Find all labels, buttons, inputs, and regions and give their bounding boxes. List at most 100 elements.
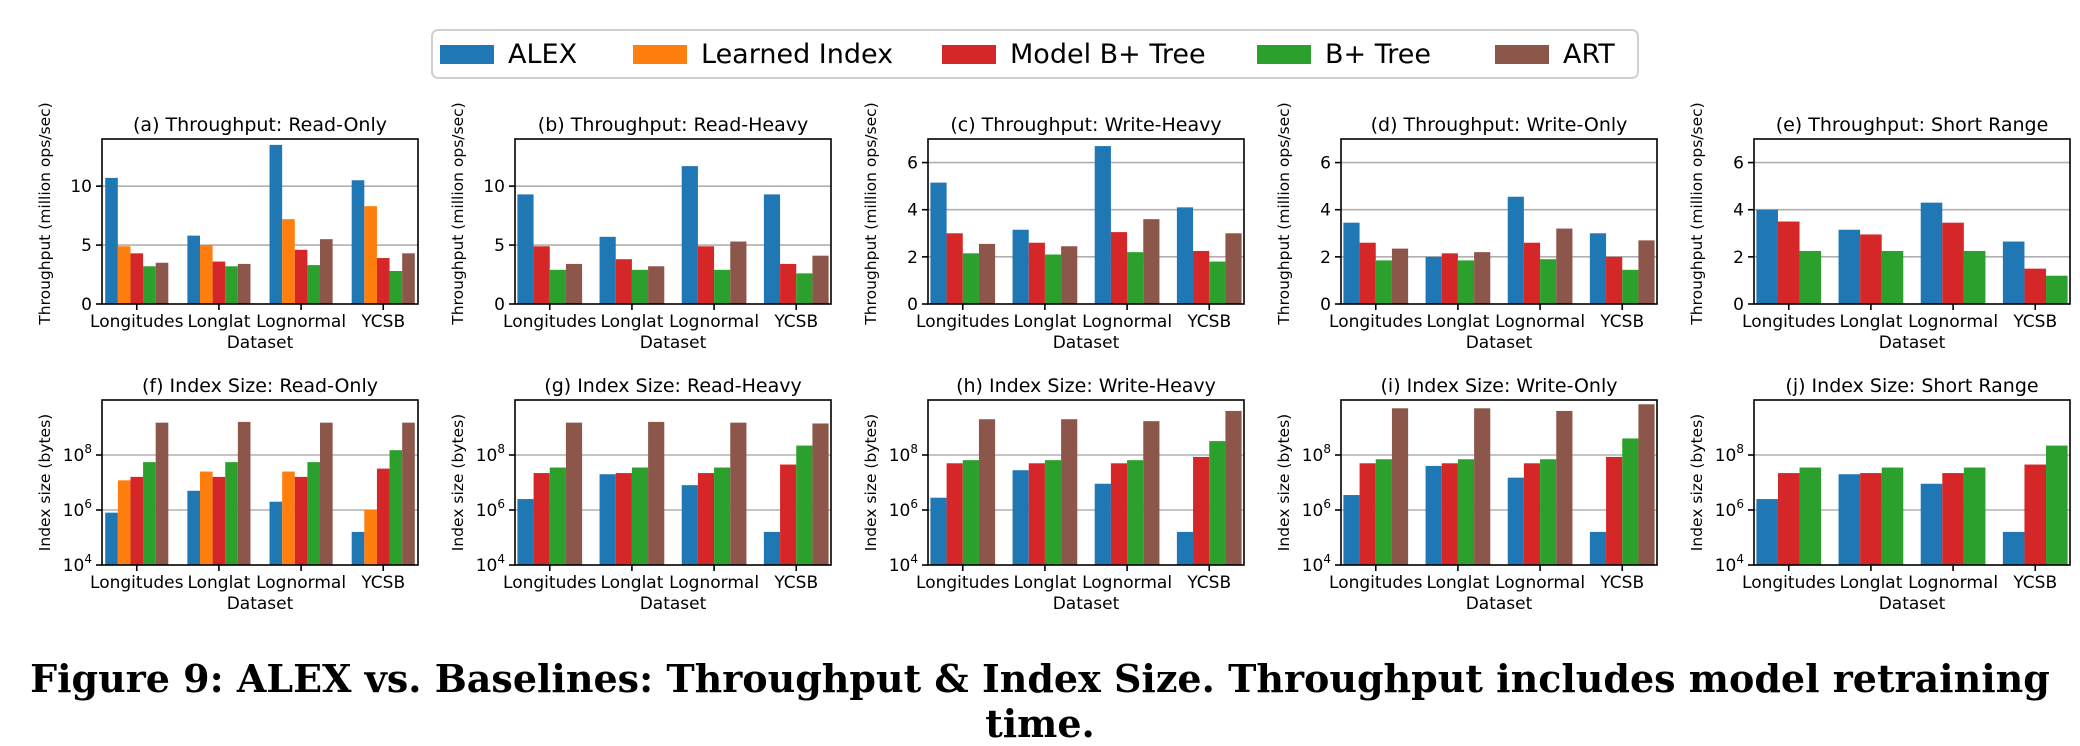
bar-b-tree-lognormal	[1963, 250, 1986, 304]
chart-title: (g) Index Size: Read-Heavy	[544, 375, 801, 397]
bar-model-b-tree-lognormal	[294, 249, 308, 304]
bar-b-tree-longlat	[1881, 250, 1904, 304]
chart-title: (d) Throughput: Write-Only	[1371, 114, 1628, 136]
bar-b-tree-longitudes	[549, 467, 566, 565]
x-tick-label-ycsb: YCSB	[1186, 573, 1231, 593]
x-tick-label-longlat: Longlat	[1426, 312, 1489, 332]
bar-art-longlat	[1061, 246, 1078, 304]
bar-model-b-tree-lognormal	[1523, 463, 1541, 565]
bar-b-tree-lognormal	[714, 467, 731, 565]
bar-model-b-tree-lognormal	[1110, 463, 1128, 565]
y-tick-label: 5	[81, 236, 92, 256]
bar-alex-lognormal	[681, 485, 698, 565]
bar-model-b-tree-longitudes	[1777, 221, 1800, 304]
bar-model-b-tree-ycsb	[780, 263, 797, 304]
x-tick-label-ycsb: YCSB	[773, 312, 818, 332]
bar-b-tree-longitudes	[549, 269, 566, 304]
bar-alex-ycsb	[2002, 241, 2025, 304]
bar-alex-lognormal	[269, 501, 283, 565]
bar-model-b-tree-longitudes	[533, 473, 550, 565]
bar-b-tree-lognormal	[1127, 460, 1144, 565]
plot-frame	[1753, 399, 2071, 566]
x-tick-label-longitudes: Longitudes	[916, 312, 1010, 332]
x-axis-label: Dataset	[1879, 333, 1946, 353]
bar-model-b-tree-longlat	[615, 473, 632, 565]
plot-frame	[1340, 138, 1658, 305]
x-tick-label-lognormal: Lognormal	[256, 312, 346, 332]
bar-art-longitudes	[1391, 248, 1409, 304]
y-tick-label: 6	[1733, 154, 1744, 174]
chart-title: (a) Throughput: Read-Only	[133, 114, 387, 136]
legend-swatch-art	[1495, 45, 1549, 64]
x-tick-label-lognormal: Lognormal	[1908, 312, 1998, 332]
x-tick-label-longlat: Longlat	[187, 573, 250, 593]
bar-art-lognormal	[730, 241, 747, 304]
plot-frame	[1753, 138, 2071, 305]
x-tick-label-longlat: Longlat	[1839, 573, 1902, 593]
bar-b-tree-lognormal	[1540, 459, 1557, 565]
bar-model-b-tree-ycsb	[376, 468, 390, 565]
plot-frame	[101, 138, 419, 305]
bar-b-tree-ycsb	[1622, 438, 1639, 565]
y-tick-label: 0	[1733, 295, 1744, 315]
bar-b-tree-longlat	[225, 266, 238, 304]
bar-art-lognormal	[1143, 421, 1160, 565]
legend-label-art: ART	[1563, 39, 1615, 70]
x-tick-label-longitudes: Longitudes	[1329, 573, 1423, 593]
legend-item-art: ART	[1495, 39, 1615, 70]
bar-alex-longitudes	[1343, 222, 1360, 304]
y-axis-label: Index size (bytes)	[862, 414, 880, 551]
x-axis-label: Dataset	[1466, 594, 1533, 614]
chart-title: (f) Index Size: Read-Only	[142, 375, 378, 397]
y-axis-label: Index size (bytes)	[1688, 414, 1706, 551]
y-axis-label: Throughput (million ops/sec)	[862, 102, 880, 325]
chart-i-index-size-write-only: 104 106 108 Longitudes Longlat Lognormal YCSB (…	[1275, 375, 1658, 614]
bar-art-longlat	[237, 421, 251, 565]
x-tick-label-longlat: Longlat	[600, 573, 663, 593]
bar-b-tree-lognormal	[1127, 252, 1144, 304]
bar-art-lognormal	[730, 422, 747, 565]
x-tick-label-longlat: Longlat	[1013, 312, 1076, 332]
bar-art-longitudes	[155, 422, 169, 565]
x-tick-label-lognormal: Lognormal	[1082, 312, 1172, 332]
y-axis-label: Throughput (million ops/sec)	[1688, 102, 1706, 325]
x-tick-label-ycsb: YCSB	[2012, 312, 2057, 332]
bar-alex-longlat	[1838, 229, 1861, 304]
plot-frame	[927, 138, 1245, 305]
x-tick-label-longlat: Longlat	[600, 312, 663, 332]
x-tick-label-lognormal: Lognormal	[1908, 573, 1998, 593]
x-axis-label: Dataset	[640, 333, 707, 353]
bar-model-b-tree-ycsb	[2024, 464, 2047, 565]
bar-model-b-tree-ycsb	[1606, 456, 1623, 565]
x-axis-label: Dataset	[227, 594, 294, 614]
y-tick-label: 0	[494, 295, 505, 315]
bar-b-tree-longitudes	[143, 266, 156, 304]
bar-alex-lognormal	[1094, 483, 1111, 565]
legend-label-alex: ALEX	[508, 39, 577, 70]
bar-b-tree-lognormal	[307, 462, 321, 565]
bar-model-b-tree-lognormal	[697, 473, 715, 565]
chart-title: (h) Index Size: Write-Heavy	[956, 375, 1216, 397]
bar-b-tree-ycsb	[1209, 261, 1226, 304]
bar-model-b-tree-ycsb	[2024, 268, 2047, 304]
bar-b-tree-longitudes	[1799, 467, 1822, 565]
y-tick-label: 0	[81, 295, 92, 315]
bar-alex-longitudes	[1756, 499, 1778, 565]
bar-b-tree-ycsb	[1622, 269, 1639, 304]
x-axis-label: Dataset	[1053, 333, 1120, 353]
chart-title: (b) Throughput: Read-Heavy	[538, 114, 808, 136]
bar-art-ycsb	[1225, 410, 1242, 565]
plot-frame	[1340, 399, 1658, 566]
y-axis-label: Throughput (million ops/sec)	[36, 102, 54, 325]
x-tick-label-longlat: Longlat	[1013, 573, 1076, 593]
bar-alex-lognormal	[1507, 477, 1524, 565]
bar-b-tree-ycsb	[796, 273, 813, 304]
y-axis-label: Index size (bytes)	[449, 414, 467, 551]
bar-alex-longitudes	[105, 177, 118, 304]
x-tick-label-longlat: Longlat	[1426, 573, 1489, 593]
x-tick-label-longlat: Longlat	[1839, 312, 1902, 332]
y-tick-label: 108	[1302, 442, 1331, 466]
x-tick-label-longitudes: Longitudes	[1329, 312, 1423, 332]
bar-art-longitudes	[565, 422, 583, 565]
y-tick-label: 2	[1320, 248, 1331, 268]
